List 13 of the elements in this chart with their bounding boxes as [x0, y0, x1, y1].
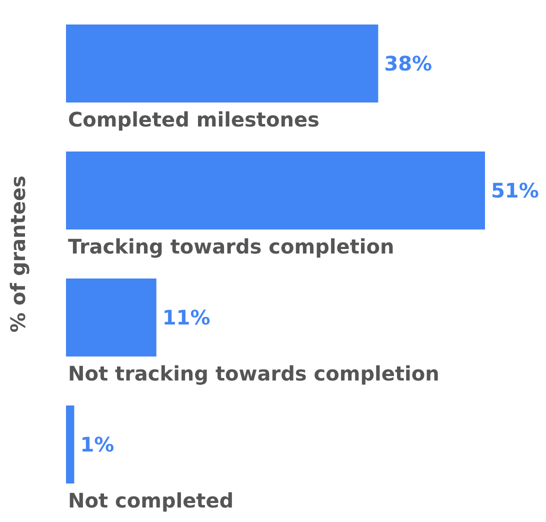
- bar: [66, 152, 485, 230]
- bar: [66, 24, 378, 102]
- y-tick-label: Not completed: [68, 488, 234, 512]
- y-axis-title: % of grantees: [6, 176, 30, 332]
- bar: [66, 278, 156, 356]
- data-label: 51%: [491, 178, 539, 202]
- y-tick-label: Completed milestones: [68, 108, 320, 132]
- data-label: 1%: [80, 432, 114, 456]
- y-tick-label: Tracking towards completion: [68, 234, 394, 258]
- data-label: 11%: [162, 306, 210, 330]
- data-label: 38%: [384, 52, 432, 76]
- y-tick-label: Not tracking towards completion: [68, 362, 440, 386]
- bar: [66, 406, 74, 484]
